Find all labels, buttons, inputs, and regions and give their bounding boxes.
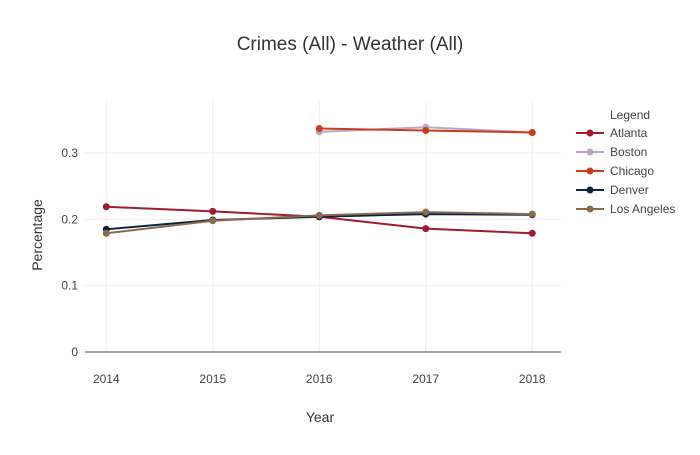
legend-label: Boston xyxy=(610,145,647,159)
legend-label: Chicago xyxy=(610,164,654,178)
y-axis-title: Percentage xyxy=(29,199,45,271)
series-los-angeles xyxy=(102,208,536,237)
axes: 2014 2015 2016 2017 2018 0 0.1 0.2 0.3 xyxy=(61,146,561,386)
series-layer xyxy=(102,123,536,237)
y-tick-label: 0.1 xyxy=(61,279,78,293)
data-point[interactable] xyxy=(528,210,536,218)
y-tick-label: 0.3 xyxy=(61,146,78,160)
y-tick-label: 0 xyxy=(71,345,78,359)
legend-swatch-marker xyxy=(586,205,594,213)
data-point[interactable] xyxy=(422,208,430,216)
data-point[interactable] xyxy=(315,211,323,219)
legend-item[interactable]: Denver xyxy=(576,183,649,197)
legend-label: Denver xyxy=(610,183,649,197)
legend-swatch-marker xyxy=(586,167,594,175)
data-point[interactable] xyxy=(422,127,430,135)
data-point[interactable] xyxy=(102,229,110,237)
x-tick-label: 2018 xyxy=(519,372,546,386)
chart-title: Crimes (All) - Weather (All) xyxy=(237,34,464,55)
data-point[interactable] xyxy=(528,229,536,237)
grid xyxy=(85,100,561,352)
series-chicago xyxy=(315,125,536,136)
legend-swatch-marker xyxy=(586,148,594,156)
legend-label: Atlanta xyxy=(610,126,648,140)
data-point[interactable] xyxy=(422,225,430,233)
x-tick-label: 2016 xyxy=(306,372,333,386)
legend-label: Los Angeles xyxy=(610,202,675,216)
x-tick-label: 2017 xyxy=(412,372,439,386)
data-point[interactable] xyxy=(528,128,536,136)
legend-item[interactable]: Chicago xyxy=(576,164,654,178)
legend-swatch-marker xyxy=(586,129,594,137)
legend[interactable]: Legend Atlanta Boston Chicago Denver Los Ang… xyxy=(576,108,675,216)
data-point[interactable] xyxy=(209,217,217,225)
legend-swatch-marker xyxy=(586,186,594,194)
x-tick-label: 2014 xyxy=(93,372,120,386)
x-tick-label: 2015 xyxy=(199,372,226,386)
data-point[interactable] xyxy=(209,207,217,215)
legend-item[interactable]: Atlanta xyxy=(576,126,648,140)
y-tick-label: 0.2 xyxy=(61,212,78,226)
legend-items[interactable]: Atlanta Boston Chicago Denver Los Angeles xyxy=(576,126,675,216)
legend-item[interactable]: Boston xyxy=(576,145,647,159)
x-axis-title: Year xyxy=(306,409,335,425)
data-point[interactable] xyxy=(315,125,323,133)
legend-title: Legend xyxy=(610,108,650,122)
data-point[interactable] xyxy=(102,203,110,211)
legend-item[interactable]: Los Angeles xyxy=(576,202,675,216)
